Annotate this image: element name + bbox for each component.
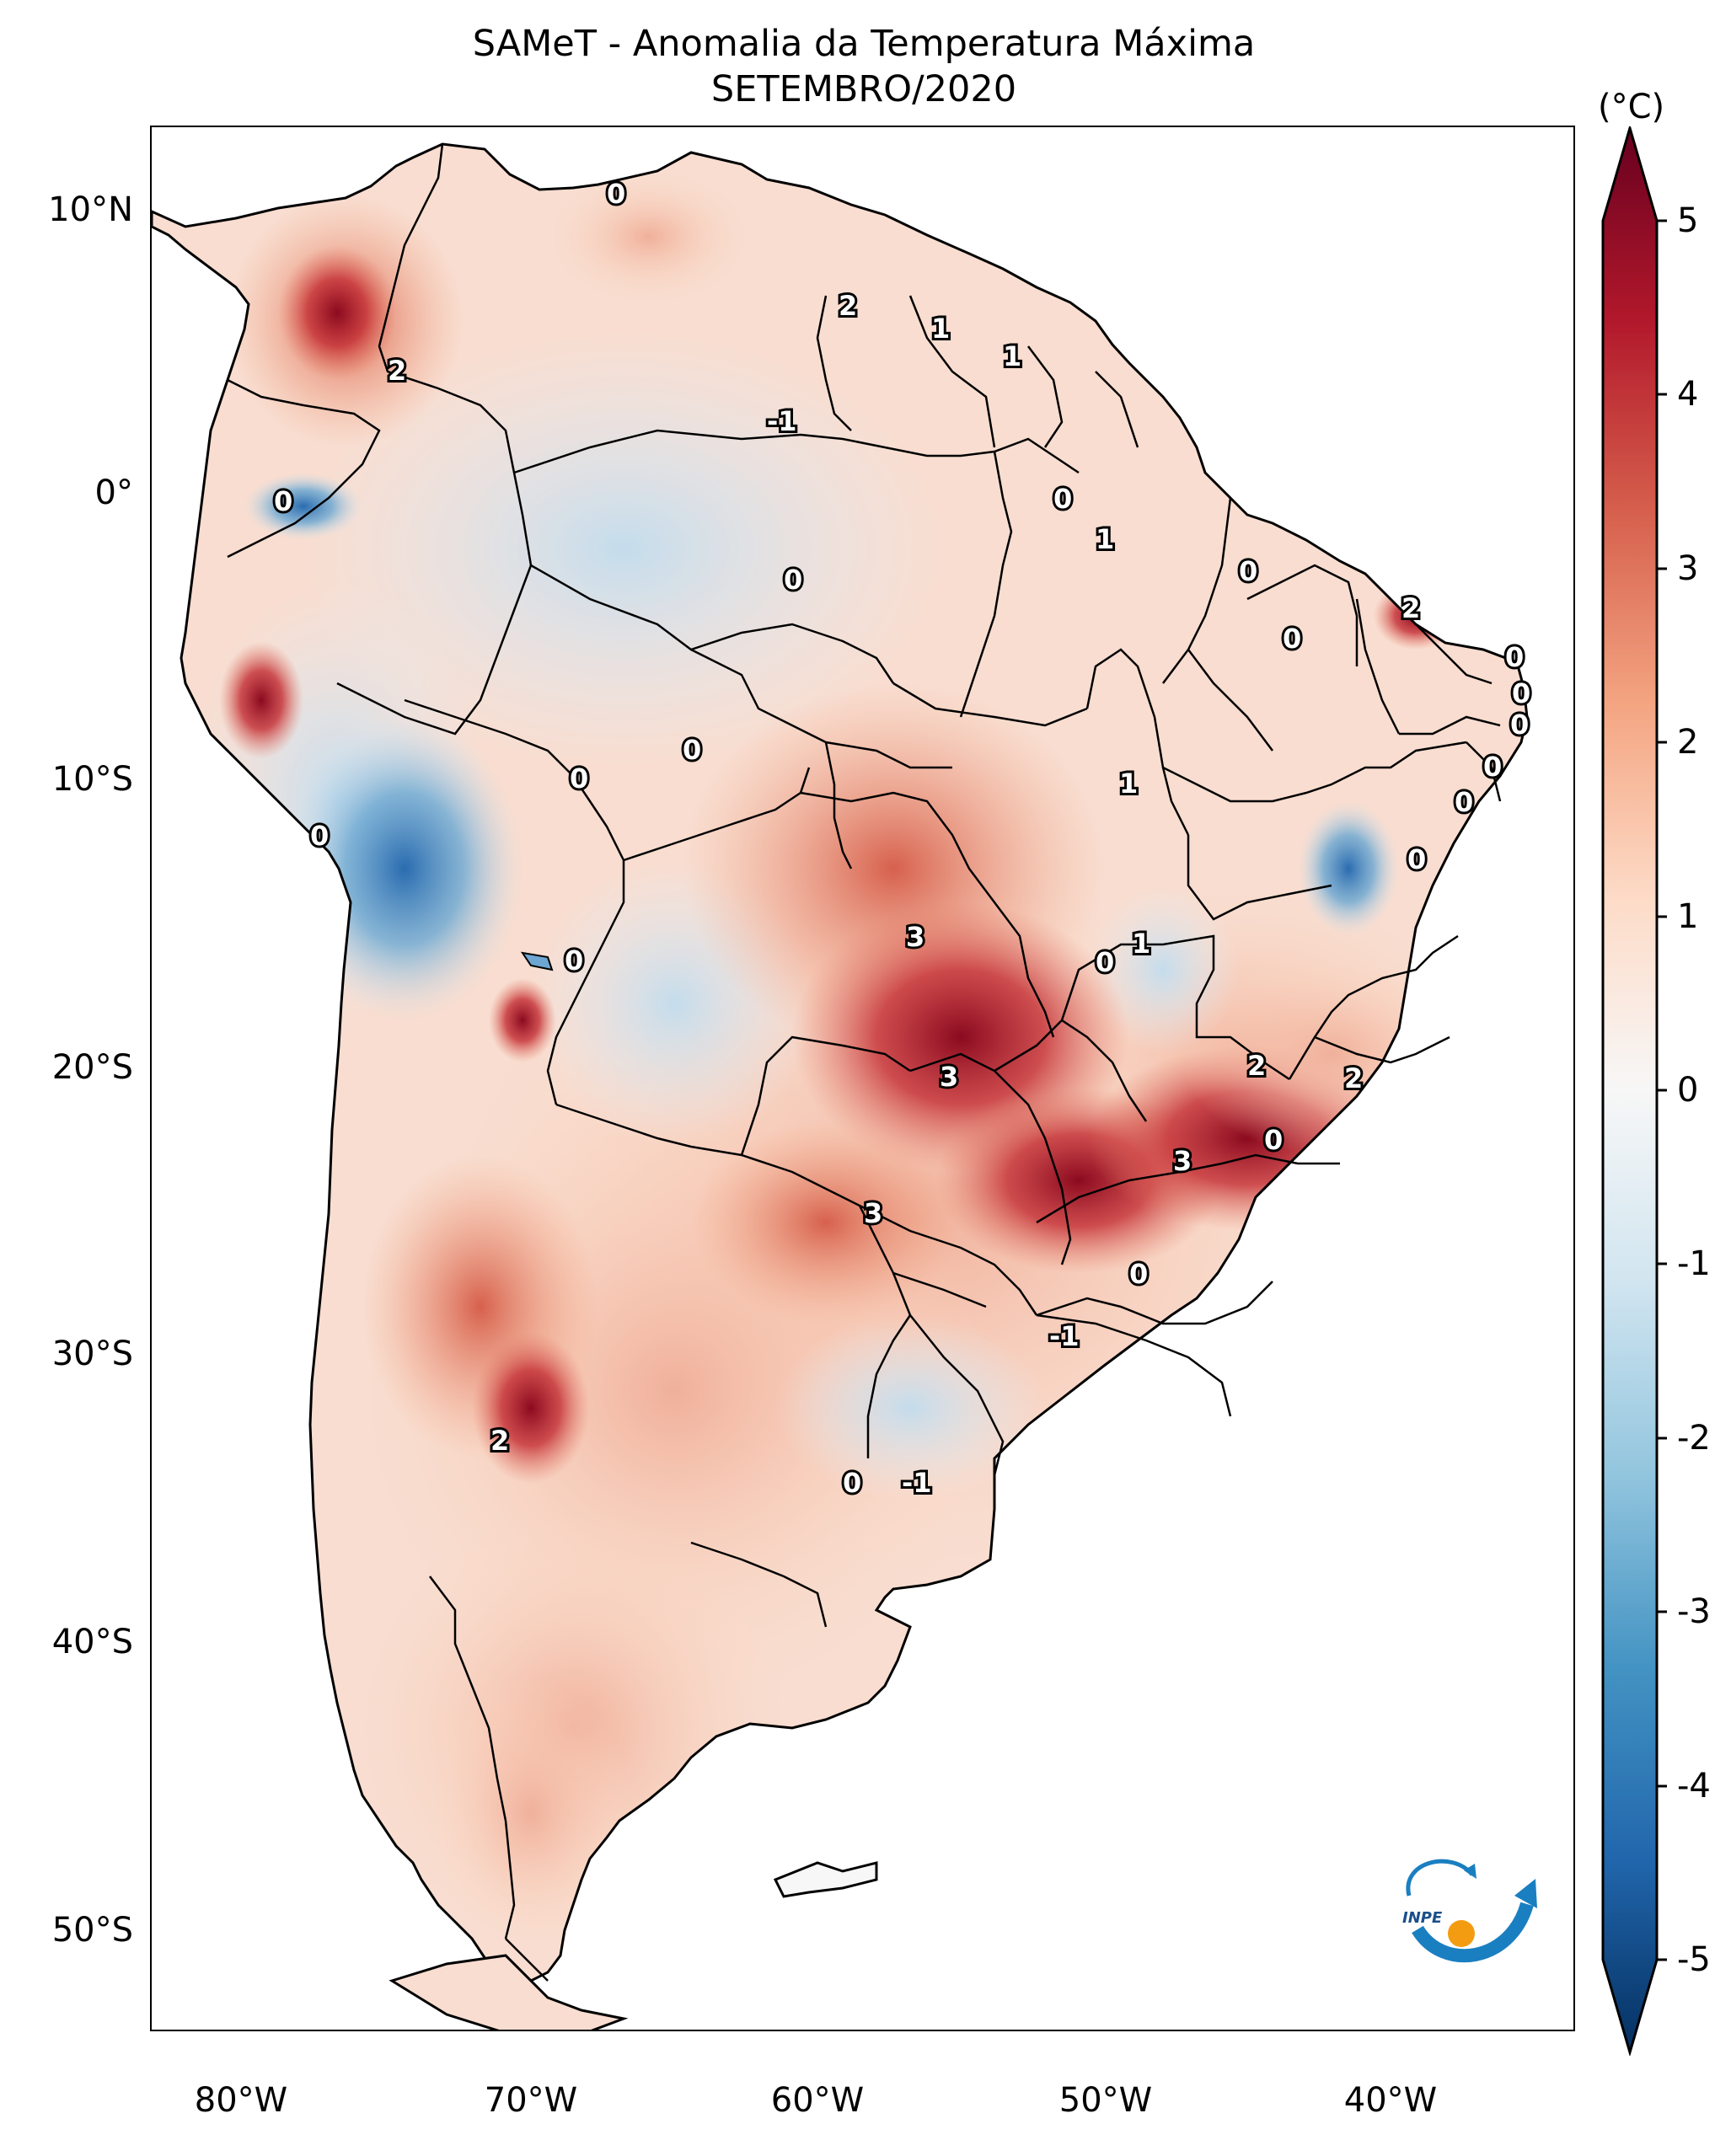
lat-label-20S: 20°S bbox=[51, 1048, 133, 1087]
contour-label: 0 bbox=[274, 485, 292, 517]
inpe-logo: INPE bbox=[1402, 1859, 1537, 1963]
contour-label: 0 bbox=[1407, 843, 1426, 875]
colorbar-tick: 1 bbox=[1677, 897, 1699, 936]
colorbar-tick: 5 bbox=[1677, 201, 1699, 240]
colorbar-tick: 2 bbox=[1677, 723, 1699, 762]
contour-label: 0 bbox=[1505, 641, 1524, 673]
contour-label: 0 bbox=[1053, 483, 1072, 515]
contour-label: -1 bbox=[902, 1467, 932, 1499]
map-panel: 0 2 1 1 2 -1 0 0 1 0 0 2 0 0 0 0 0 0 0 0… bbox=[150, 126, 1575, 2031]
lat-label-0: 0° bbox=[94, 473, 133, 512]
lon-label-40W: 40°W bbox=[1343, 2081, 1438, 2120]
lat-label-10N: 10°N bbox=[48, 190, 133, 229]
contour-label: 0 bbox=[1129, 1258, 1148, 1290]
contour-label: 2 bbox=[490, 1425, 509, 1457]
contour-label: 0 bbox=[683, 734, 701, 766]
contour-label: 1 bbox=[1132, 928, 1150, 960]
contour-label: 0 bbox=[1283, 623, 1301, 655]
colorbar-tick: -5 bbox=[1677, 1940, 1711, 1979]
colorbar-tick: 0 bbox=[1677, 1071, 1699, 1110]
contour-label: 0 bbox=[607, 178, 625, 210]
lon-label-50W: 50°W bbox=[1058, 2081, 1153, 2120]
lat-label-40S: 40°S bbox=[51, 1623, 133, 1661]
contour-label: -1 bbox=[767, 405, 797, 437]
contour-label: 0 bbox=[1512, 677, 1530, 709]
contour-label: 3 bbox=[864, 1197, 882, 1229]
contour-label: 1 bbox=[1003, 340, 1021, 372]
colorbar-tick: -3 bbox=[1677, 1592, 1711, 1631]
contour-label: -1 bbox=[1049, 1320, 1080, 1352]
colorbar-tick: -2 bbox=[1677, 1419, 1711, 1458]
contour-label: 0 bbox=[565, 944, 583, 976]
contour-label: 0 bbox=[570, 762, 588, 794]
colorbar-tick: 4 bbox=[1677, 375, 1699, 414]
contour-label: 2 bbox=[1344, 1062, 1363, 1094]
contour-labels: 0 2 1 1 2 -1 0 0 1 0 0 2 0 0 0 0 0 0 0 0… bbox=[271, 175, 1533, 1501]
lon-label-70W: 70°W bbox=[484, 2081, 578, 2120]
contour-label: 2 bbox=[1247, 1050, 1266, 1082]
lat-label-50S: 50°S bbox=[51, 1911, 133, 1950]
colorbar-unit: (°C) bbox=[1598, 88, 1665, 126]
colorbar-tick: -1 bbox=[1677, 1244, 1711, 1283]
contour-label: 2 bbox=[388, 355, 406, 387]
logo-text: INPE bbox=[1402, 1909, 1443, 1927]
contour-label: 0 bbox=[1455, 786, 1473, 818]
map-subtitle: SETEMBRO/2020 bbox=[710, 68, 1017, 110]
contour-label: 1 bbox=[1119, 768, 1138, 800]
contour-label: 3 bbox=[1173, 1145, 1192, 1177]
lat-label-10S: 10°S bbox=[51, 760, 133, 799]
contour-label: 2 bbox=[839, 290, 857, 322]
lon-label-80W: 80°W bbox=[194, 2081, 288, 2120]
lat-label-30S: 30°S bbox=[51, 1335, 133, 1373]
colorbar bbox=[1601, 126, 1667, 2056]
map-title: SAMeT - Anomalia da Temperatura Máxima bbox=[472, 23, 1256, 65]
contour-label: 0 bbox=[1264, 1124, 1283, 1156]
contour-label: 1 bbox=[1096, 523, 1114, 555]
contour-label: 2 bbox=[1401, 592, 1420, 624]
colorbar-tick: -4 bbox=[1677, 1767, 1711, 1806]
contour-label: 0 bbox=[310, 820, 329, 852]
anomaly-map: 0 2 1 1 2 -1 0 0 1 0 0 2 0 0 0 0 0 0 0 0… bbox=[152, 142, 1533, 2030]
contour-label: 3 bbox=[906, 921, 924, 953]
lon-label-60W: 60°W bbox=[770, 2081, 865, 2120]
contour-label: 0 bbox=[1096, 946, 1114, 978]
contour-label: 0 bbox=[843, 1467, 861, 1499]
contour-label: 0 bbox=[784, 564, 802, 596]
contour-label: 1 bbox=[931, 313, 950, 345]
contour-label: 3 bbox=[940, 1061, 958, 1093]
colorbar-tick: 3 bbox=[1677, 549, 1699, 588]
contour-label: 0 bbox=[1483, 751, 1502, 783]
contour-label: 0 bbox=[1510, 709, 1529, 741]
contour-label: 0 bbox=[1239, 555, 1257, 587]
